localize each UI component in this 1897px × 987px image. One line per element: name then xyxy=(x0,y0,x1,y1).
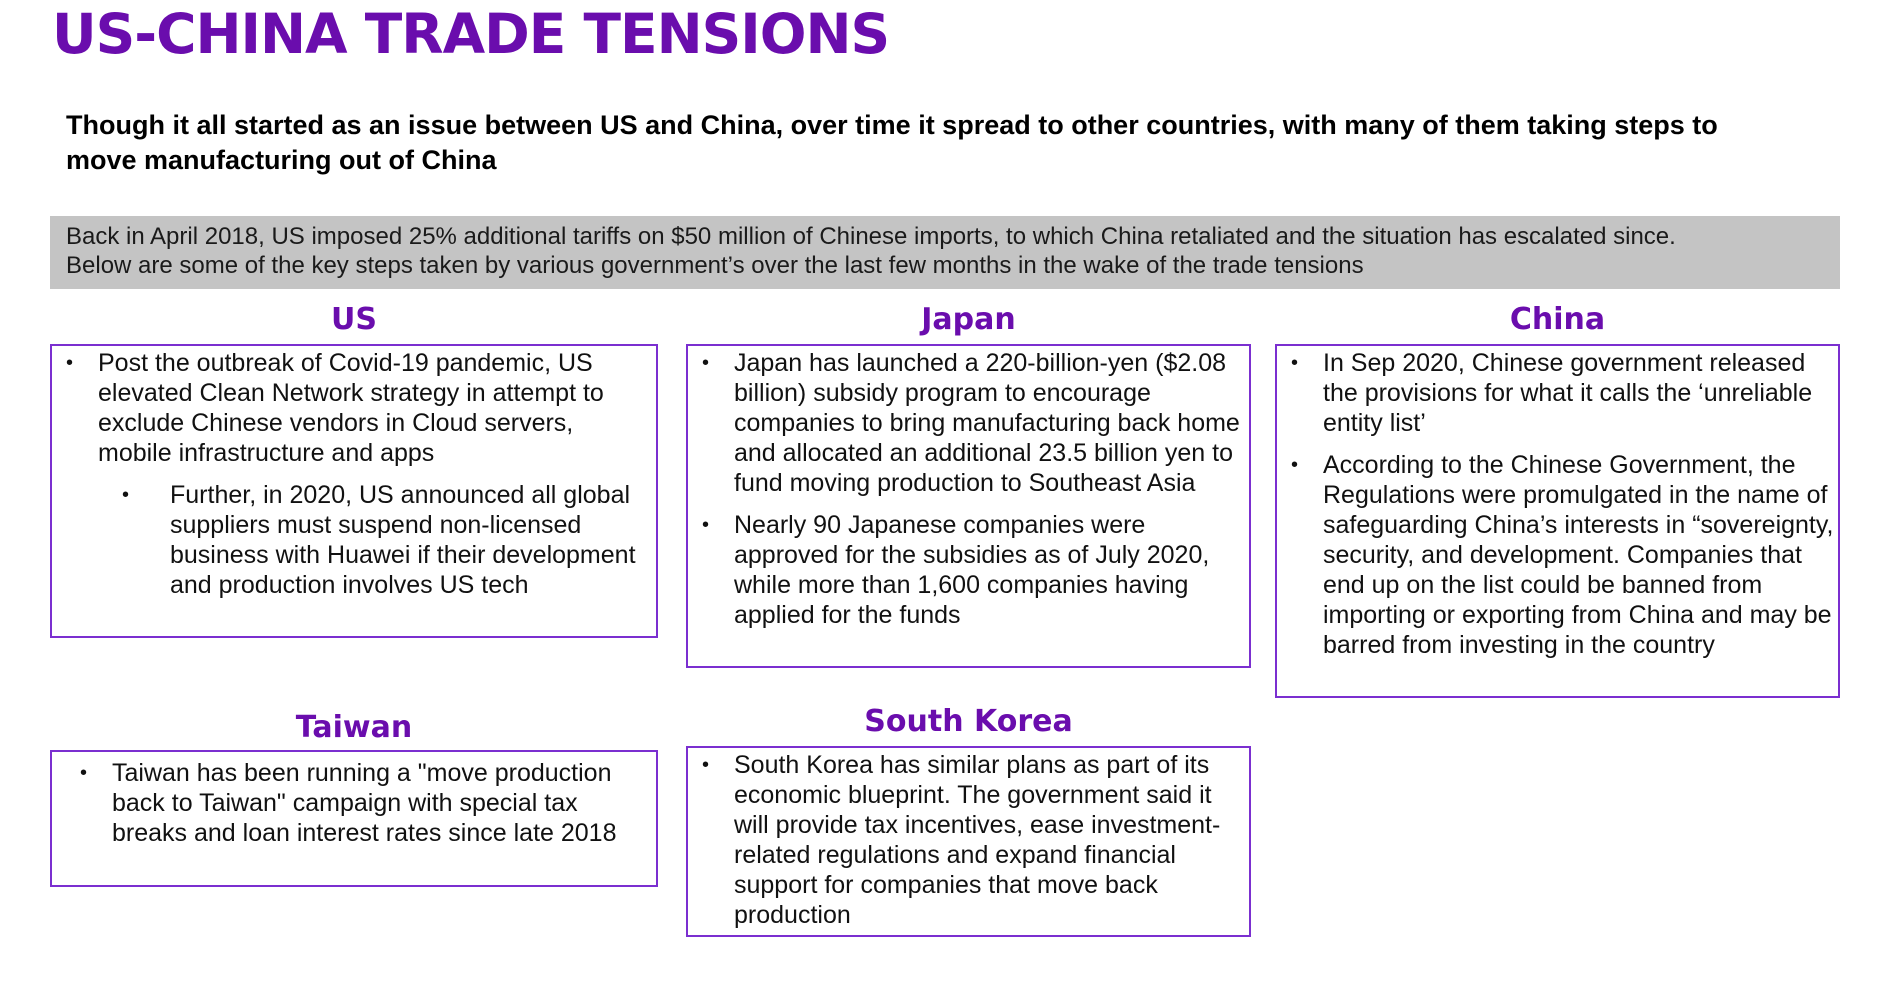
section-heading-japan: Japan xyxy=(921,302,1016,337)
bullet-icon: • xyxy=(1291,352,1299,374)
section-box-us: • Post the outbreak of Covid-19 pandemic… xyxy=(50,344,658,638)
bullet-text: Nearly 90 Japanese companies were approv… xyxy=(734,511,1210,629)
section-heading-us: US xyxy=(331,302,377,337)
bullet-text: Post the outbreak of Covid-19 pandemic, … xyxy=(98,349,604,467)
bullet-list: • Post the outbreak of Covid-19 pandemic… xyxy=(66,348,650,468)
bullet-text: According to the Chinese Government, the… xyxy=(1323,451,1834,659)
page-subtitle: Though it all started as an issue betwee… xyxy=(66,110,1718,175)
section-box-taiwan: • Taiwan has been running a "move produc… xyxy=(50,750,658,887)
section-box-south-korea: • South Korea has similar plans as part … xyxy=(686,746,1251,937)
bullet-icon: • xyxy=(702,352,710,374)
bullet-icon: • xyxy=(66,352,74,374)
section-heading-china: China xyxy=(1509,302,1606,337)
intro-line: Below are some of the key steps taken by… xyxy=(66,252,1364,279)
bullet-item: • Nearly 90 Japanese companies were appr… xyxy=(702,510,1245,630)
bullet-list: • Japan has launched a 220-billion-yen (… xyxy=(702,348,1245,630)
bullet-icon: • xyxy=(702,514,710,536)
bullet-text: South Korea has similar plans as part of… xyxy=(734,751,1221,929)
section-heading-south-korea: South Korea xyxy=(864,704,1073,739)
bullet-icon: • xyxy=(122,484,130,506)
bullet-text: Japan has launched a 220-billion-yen ($2… xyxy=(734,349,1240,497)
section-box-china: • In Sep 2020, Chinese government releas… xyxy=(1275,344,1840,698)
intro-line: Back in April 2018, US imposed 25% addit… xyxy=(66,223,1676,250)
bullet-item: • In Sep 2020, Chinese government releas… xyxy=(1291,348,1836,438)
bullet-list: • Taiwan has been running a "move produc… xyxy=(80,758,650,848)
section-heading-taiwan: Taiwan xyxy=(295,710,413,745)
bullet-item: • According to the Chinese Government, t… xyxy=(1291,450,1836,660)
bullet-list: • South Korea has similar plans as part … xyxy=(702,750,1247,930)
section-box-japan: • Japan has launched a 220-billion-yen (… xyxy=(686,344,1251,668)
sub-bullet-item: • Further, in 2020, US announced all glo… xyxy=(66,480,650,600)
bullet-text: In Sep 2020, Chinese government released… xyxy=(1323,349,1813,437)
bullet-icon: • xyxy=(1291,454,1299,476)
bullet-item: • Japan has launched a 220-billion-yen (… xyxy=(702,348,1245,498)
intro-banner: Back in April 2018, US imposed 25% addit… xyxy=(50,216,1840,289)
bullet-text: Further, in 2020, US announced all globa… xyxy=(170,481,636,599)
bullet-item: • South Korea has similar plans as part … xyxy=(702,750,1247,930)
bullet-list: • In Sep 2020, Chinese government releas… xyxy=(1291,348,1836,660)
bullet-icon: • xyxy=(80,762,88,784)
sub-bullet-list: • Further, in 2020, US announced all glo… xyxy=(66,480,650,600)
page-title: US-CHINA TRADE TENSIONS xyxy=(52,2,890,66)
bullet-item: • Taiwan has been running a "move produc… xyxy=(80,758,650,848)
bullet-text: Taiwan has been running a "move producti… xyxy=(112,759,617,847)
bullet-icon: • xyxy=(702,754,710,776)
bullet-item: • Post the outbreak of Covid-19 pandemic… xyxy=(66,348,650,468)
